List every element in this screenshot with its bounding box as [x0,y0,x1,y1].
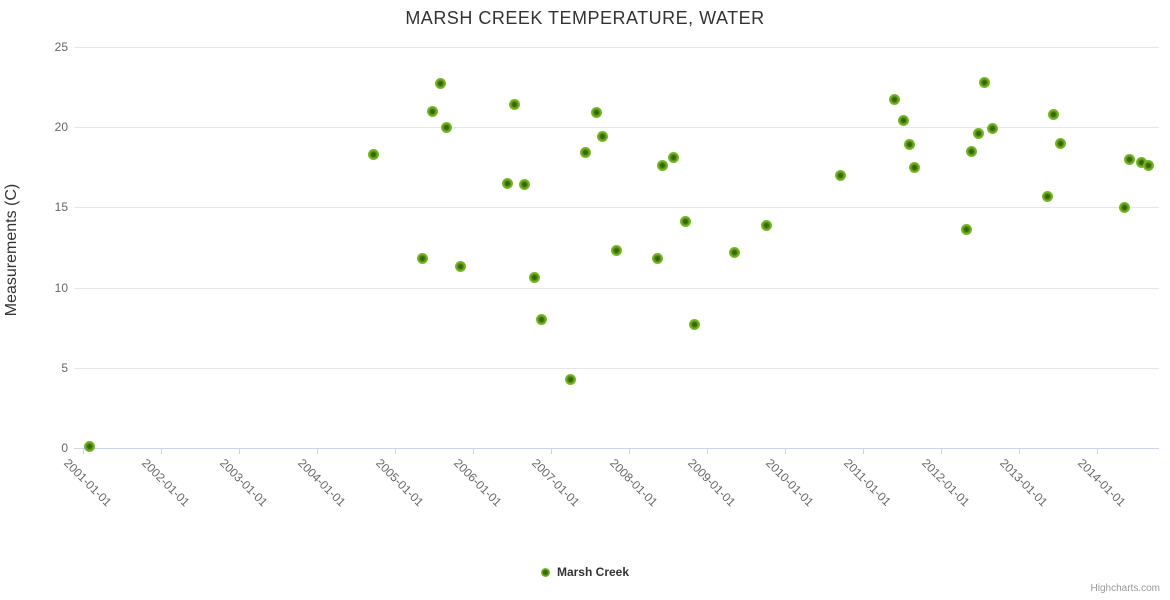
x-tick [82,448,84,454]
x-tick-label: 2003-01-01 [216,456,271,510]
x-tick-label: 2011-01-01 [840,456,894,509]
data-point[interactable] [1135,156,1147,168]
legend-marker-icon [540,567,550,577]
x-tick [550,448,552,454]
x-tick-label: 2007-01-01 [528,456,583,510]
data-point[interactable] [518,179,530,191]
data-point[interactable] [656,160,668,172]
data-point[interactable] [966,145,978,157]
grid-line [74,47,1159,48]
data-point[interactable] [897,115,909,127]
x-tick [1018,448,1020,454]
x-tick [160,448,162,454]
y-axis-title: Measurements (C) [3,183,20,317]
grid-line [74,207,1159,209]
data-point[interactable] [960,224,972,236]
data-point[interactable] [987,123,999,135]
data-point[interactable] [904,139,915,151]
data-point[interactable] [688,318,700,330]
grid-line [74,367,1159,369]
data-point[interactable] [668,152,680,164]
x-tick [316,448,318,454]
data-point[interactable] [761,219,773,231]
chart-title: MARSH CREEK TEMPERATURE, WATER [405,8,765,28]
x-tick-label: 2013-01-01 [996,456,1051,510]
data-point[interactable] [528,272,540,284]
data-point[interactable] [1042,190,1054,202]
grid-line [74,287,1159,289]
data-point[interactable] [579,147,591,159]
data-point[interactable] [1047,108,1059,120]
x-tick-label: 2012-01-01 [918,456,973,510]
data-point[interactable] [591,107,603,119]
x-tick-label: 2006-01-01 [450,456,505,510]
data-point[interactable] [597,131,609,143]
x-tick [706,448,708,454]
x-tick-label: 2009-01-01 [684,456,739,510]
data-point[interactable] [1118,201,1130,213]
x-tick [862,448,864,454]
y-tick-label: 15 [54,200,68,215]
data-point[interactable] [1143,160,1155,172]
x-tick [1096,448,1098,454]
y-tick-label: 20 [54,120,68,135]
data-point[interactable] [1123,153,1135,165]
x-tick-label: 2010-01-01 [762,456,817,510]
data-point[interactable] [972,128,984,140]
highcharts-credits-link[interactable]: Highcharts.com [1090,583,1160,594]
data-point[interactable] [680,216,692,228]
x-axis-line [74,448,1159,449]
grid-line [74,127,1159,129]
x-tick [394,448,396,454]
data-point[interactable] [84,440,96,452]
data-point[interactable] [508,99,520,111]
x-tick-label: 2005-01-01 [372,456,427,510]
data-point[interactable] [441,121,453,133]
x-tick [238,448,240,454]
data-point[interactable] [728,246,740,258]
data-point[interactable] [889,94,901,106]
y-tick-label: 10 [54,280,68,295]
data-point[interactable] [834,169,846,181]
x-tick [940,448,942,454]
x-tick [784,448,786,454]
data-point[interactable] [909,161,921,173]
data-point[interactable] [610,245,622,257]
x-tick [472,448,474,454]
data-point[interactable] [652,253,664,265]
data-point[interactable] [368,148,380,160]
data-point[interactable] [535,314,547,326]
y-tick-label: 25 [54,40,68,54]
x-tick-label: 2004-01-01 [294,456,349,510]
data-point[interactable] [501,177,513,189]
x-tick-label: 2002-01-01 [138,456,193,510]
data-point[interactable] [454,261,466,273]
x-tick-label: 2001-01-01 [60,456,115,510]
data-point[interactable] [417,253,429,265]
data-point[interactable] [426,105,438,117]
legend-series-label: Marsh Creek [556,565,630,579]
data-point[interactable] [565,373,577,385]
x-tick-label: 2014-01-01 [1074,456,1129,510]
legend[interactable]: Marsh Creek [0,563,1170,581]
y-tick-label: 5 [61,360,68,375]
data-point[interactable] [978,76,990,88]
y-tick-label: 0 [61,441,68,455]
data-point[interactable] [435,78,447,90]
x-tick [628,448,630,454]
data-point[interactable] [1055,137,1067,149]
x-tick-label: 2008-01-01 [606,456,661,510]
